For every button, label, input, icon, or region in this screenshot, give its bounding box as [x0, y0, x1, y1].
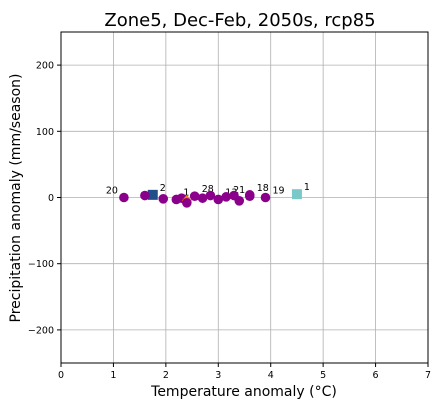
data-point-circle [260, 192, 271, 203]
data-point-circle [234, 196, 245, 206]
data-point-label: 19 [272, 186, 284, 197]
data-point-circle [119, 192, 129, 203]
x-tick-label: 3 [215, 370, 221, 381]
grid-lines [60, 32, 429, 363]
data-point-circle [182, 197, 192, 208]
x-tick-label: 5 [320, 370, 326, 381]
data-point-square [147, 189, 158, 200]
data-point-circle [197, 193, 208, 203]
data-point-circle [140, 190, 150, 201]
x-tick-label: 0 [58, 370, 64, 381]
y-tick-label: 200 [36, 61, 54, 72]
data-point-circle [189, 191, 200, 201]
data-point-circle [213, 194, 224, 205]
y-tick-label: −100 [28, 259, 54, 270]
x-tick-label: 4 [268, 370, 274, 381]
y-tick-label: 100 [36, 127, 54, 138]
data-point-label: 21 [233, 185, 245, 196]
y-tick-label: −200 [28, 325, 54, 336]
x-tick-label: 2 [163, 370, 169, 381]
data-point-circle [244, 191, 255, 201]
data-point-label: 18 [257, 183, 269, 194]
y-axis-label: Precipitation anomaly (mm/season) [8, 74, 24, 323]
x-axis-label: Temperature anomaly (°C) [150, 384, 337, 400]
chart-title: Zone5, Dec-Feb, 2050s, rcp85 [104, 10, 375, 31]
data-point-circle [221, 192, 231, 202]
x-tick-label: 7 [425, 370, 431, 381]
data-point-circle [205, 190, 216, 201]
data-point-label: 20 [106, 186, 118, 197]
x-tick-label: 6 [373, 370, 379, 381]
data-point-label: 28 [202, 184, 214, 195]
data-point-circle [158, 194, 169, 204]
axis-ticks: 0 1 2 3 4 5 6 7 −200 −100 0 100 200 [28, 61, 431, 381]
data-point-label: 1 [304, 182, 310, 193]
data-point-label: 2 [160, 183, 166, 194]
data-point-label: 1 [183, 187, 189, 198]
x-tick-label: 1 [110, 370, 116, 381]
data-point-square [291, 189, 302, 200]
y-tick-label: 0 [48, 193, 54, 204]
data-points: 122019181281321 [106, 182, 310, 208]
